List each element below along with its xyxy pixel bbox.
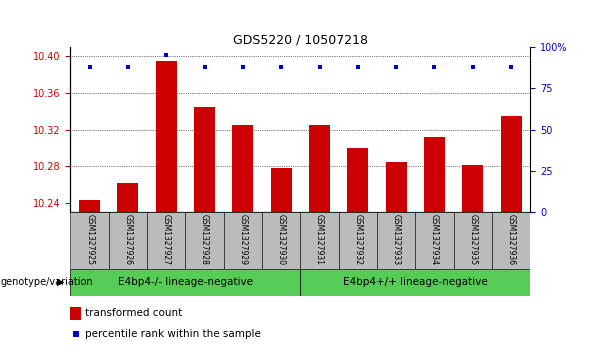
Bar (186, 212, 224, 269)
Bar (147, 212, 186, 269)
Point (70, 331, 80, 337)
Point (391, 64, 401, 70)
Text: GSM1327929: GSM1327929 (238, 214, 248, 265)
Text: GSM1327926: GSM1327926 (123, 214, 132, 265)
Text: GSM1327933: GSM1327933 (392, 214, 401, 265)
Text: GSM1327927: GSM1327927 (162, 214, 171, 265)
Bar (118, 183, 139, 212)
Point (506, 64, 516, 70)
Bar (300, 269, 530, 296)
Bar (416, 212, 454, 269)
Bar (386, 162, 406, 212)
Bar (348, 148, 368, 212)
Bar (492, 212, 530, 269)
Text: GSM1327925: GSM1327925 (85, 214, 94, 265)
Point (468, 64, 478, 70)
Point (85, 64, 94, 70)
Text: GSM1327930: GSM1327930 (276, 214, 286, 265)
Bar (232, 125, 253, 212)
Point (238, 64, 248, 70)
Point (123, 64, 133, 70)
Bar (454, 212, 492, 269)
Text: ▶: ▶ (57, 277, 64, 287)
Bar (70, 307, 81, 320)
Text: GSM1327935: GSM1327935 (468, 214, 478, 265)
Bar (224, 212, 262, 269)
Title: GDS5220 / 10507218: GDS5220 / 10507218 (233, 33, 368, 46)
Bar (338, 212, 377, 269)
Text: genotype/variation: genotype/variation (1, 277, 93, 287)
Bar (501, 116, 522, 212)
Text: GSM1327932: GSM1327932 (353, 214, 362, 265)
Bar (70, 269, 300, 296)
Text: transformed count: transformed count (85, 309, 183, 318)
Point (314, 64, 324, 70)
Bar (424, 137, 445, 212)
Bar (156, 61, 177, 212)
Bar (271, 168, 292, 212)
Point (430, 64, 440, 70)
Text: E4bp4+/+ lineage-negative: E4bp4+/+ lineage-negative (343, 277, 488, 287)
Text: GSM1327934: GSM1327934 (430, 214, 439, 265)
Text: GSM1327931: GSM1327931 (315, 214, 324, 265)
Bar (462, 165, 483, 212)
Text: GSM1327936: GSM1327936 (506, 214, 516, 265)
Point (276, 64, 286, 70)
Bar (309, 125, 330, 212)
Bar (194, 107, 215, 212)
Bar (70, 212, 109, 269)
Text: E4bp4-/- lineage-negative: E4bp4-/- lineage-negative (118, 277, 253, 287)
Point (200, 64, 210, 70)
Bar (109, 212, 147, 269)
Point (353, 64, 363, 70)
Bar (79, 200, 100, 212)
Bar (300, 212, 338, 269)
Bar (377, 212, 416, 269)
Text: GSM1327928: GSM1327928 (200, 214, 209, 265)
Bar (262, 212, 300, 269)
Point (161, 53, 171, 58)
Text: percentile rank within the sample: percentile rank within the sample (85, 329, 261, 339)
